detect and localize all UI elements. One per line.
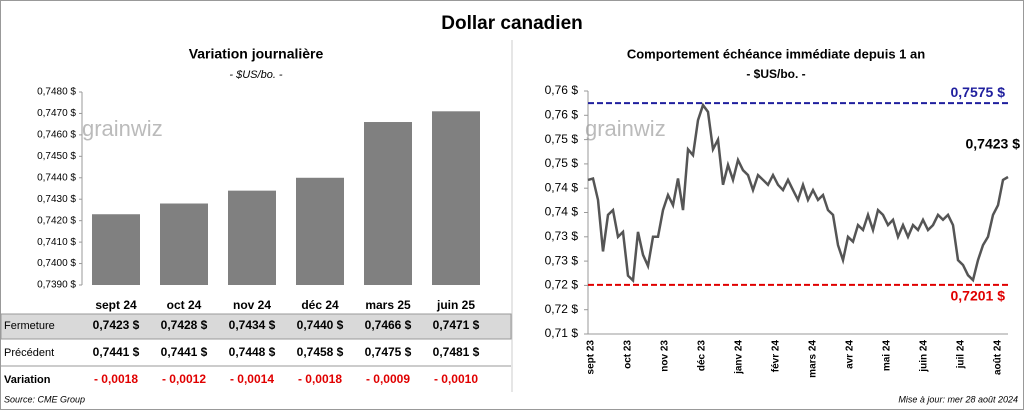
source: Source: CME Group: [4, 394, 85, 404]
x-tick-label: oct 24: [167, 298, 202, 312]
bar: [160, 203, 208, 285]
watermark: grainwiz: [585, 116, 666, 141]
x-tick-label: nov 23: [660, 340, 671, 372]
cell: - 0,0010: [434, 372, 478, 386]
updated: Mise à jour: mer 28 août 2024: [898, 394, 1018, 404]
chart-title: Variation journalière: [189, 46, 324, 62]
x-tick-label: nov 24: [233, 298, 271, 312]
x-tick-label: juin 25: [436, 298, 475, 312]
x-tick-label: août 24: [993, 340, 1004, 375]
cell: 0,7481 $: [433, 345, 480, 359]
y-tick-label: 0,76 $: [545, 107, 579, 121]
cell: 0,7428 $: [161, 318, 208, 332]
y-tick-label: 0,75 $: [545, 132, 579, 146]
row-label: Précédent: [4, 347, 54, 359]
bar: [364, 122, 412, 286]
y-tick-label: 0,74 $: [545, 180, 579, 194]
y-tick-label: 0,72 $: [545, 278, 579, 292]
cell: 0,7441 $: [161, 345, 208, 359]
y-tick-label: 0,7480 $: [37, 87, 76, 98]
bar: [296, 177, 344, 285]
reference-label: 0,7575 $: [951, 84, 1006, 100]
table-row-bg: [0, 313, 512, 340]
cell: 0,7448 $: [229, 345, 276, 359]
x-tick-label: juin 24: [919, 340, 930, 373]
x-tick-label: mars 24: [808, 340, 819, 378]
cell: - 0,0009: [366, 372, 410, 386]
y-tick-label: 0,7400 $: [37, 258, 76, 269]
bar: [228, 190, 276, 285]
x-tick-label: juil 24: [956, 340, 967, 370]
y-tick-label: 0,7420 $: [37, 215, 76, 226]
chart-title: Comportement échéance immédiate depuis 1…: [627, 46, 925, 61]
x-tick-label: oct 23: [623, 340, 634, 369]
y-tick-label: 0,73 $: [545, 229, 579, 243]
cell: 0,7458 $: [297, 345, 344, 359]
cell: - 0,0018: [298, 372, 342, 386]
cell: 0,7471 $: [433, 318, 480, 332]
y-tick-label: 0,76 $: [545, 83, 579, 97]
bar: [432, 111, 480, 285]
y-tick-label: 0,7450 $: [37, 151, 76, 162]
y-tick-label: 0,7390 $: [37, 280, 76, 291]
x-tick-label: déc 24: [301, 298, 339, 312]
bar: [92, 214, 140, 285]
cell: 0,7434 $: [229, 318, 276, 332]
end-label: 0,7423 $: [966, 136, 1021, 152]
reference-label: 0,7201 $: [951, 288, 1006, 304]
cell: - 0,0012: [162, 372, 206, 386]
y-tick-label: 0,7440 $: [37, 172, 76, 183]
y-tick-label: 0,72 $: [545, 302, 579, 316]
y-tick-label: 0,71 $: [545, 326, 579, 340]
row-label: Fermeture: [4, 320, 55, 332]
x-tick-label: sept 24: [95, 298, 137, 312]
x-tick-label: févr 24: [771, 340, 782, 373]
y-tick-label: 0,7460 $: [37, 130, 76, 141]
x-tick-label: mai 24: [882, 340, 893, 372]
x-tick-label: janv 24: [734, 340, 745, 375]
cell: 0,7423 $: [93, 318, 140, 332]
line-series: [587, 102, 1009, 284]
y-tick-label: 0,75 $: [545, 156, 579, 170]
cell: 0,7441 $: [93, 345, 140, 359]
page-title: Dollar canadien: [441, 13, 583, 34]
cell: 0,7440 $: [297, 318, 344, 332]
cell: 0,7475 $: [365, 345, 412, 359]
y-tick-label: 0,73 $: [545, 253, 579, 267]
chart-subtitle: - $US/bo. -: [746, 67, 805, 81]
cell: 0,7466 $: [365, 318, 412, 332]
chart-subtitle: - $US/bo. -: [229, 69, 283, 81]
cell: - 0,0018: [94, 372, 138, 386]
x-tick-label: mars 25: [365, 298, 411, 312]
row-label: Variation: [4, 374, 51, 386]
y-tick-label: 0,7470 $: [37, 108, 76, 119]
x-tick-label: déc 23: [697, 340, 708, 372]
y-tick-label: 0,7430 $: [37, 194, 76, 205]
watermark: grainwiz: [82, 116, 163, 141]
x-tick-label: avr 24: [845, 340, 856, 369]
x-tick-label: sept 23: [586, 340, 597, 375]
y-tick-label: 0,74 $: [545, 205, 579, 219]
y-tick-label: 0,7410 $: [37, 237, 76, 248]
cell: - 0,0014: [230, 372, 274, 386]
